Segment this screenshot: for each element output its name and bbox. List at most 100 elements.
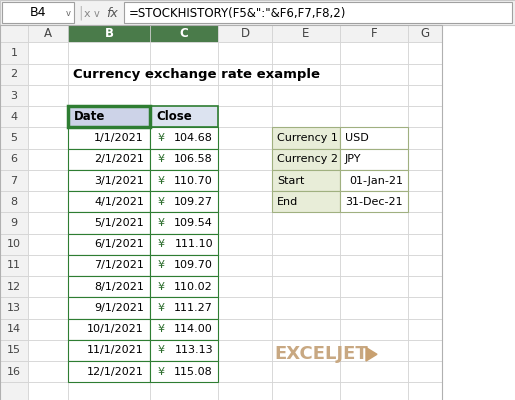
Bar bbox=[340, 170, 408, 191]
Bar bbox=[28, 85, 68, 106]
Bar bbox=[0, 234, 28, 255]
Bar bbox=[2, 2, 74, 23]
Text: 12/1/2021: 12/1/2021 bbox=[87, 367, 144, 377]
Bar bbox=[218, 297, 272, 318]
Bar bbox=[68, 318, 150, 340]
Bar bbox=[68, 106, 150, 128]
Bar bbox=[272, 149, 340, 170]
Text: Close: Close bbox=[156, 110, 192, 123]
Bar bbox=[408, 255, 442, 276]
Bar bbox=[218, 42, 272, 64]
Bar bbox=[218, 149, 272, 170]
Bar bbox=[408, 361, 442, 382]
Bar bbox=[408, 318, 442, 340]
Bar bbox=[272, 128, 340, 149]
Text: 1: 1 bbox=[10, 48, 18, 58]
Text: 6/1/2021: 6/1/2021 bbox=[94, 239, 144, 249]
Bar bbox=[68, 234, 150, 255]
Text: x: x bbox=[84, 8, 91, 18]
Text: 109.70: 109.70 bbox=[174, 260, 213, 270]
Bar bbox=[218, 64, 272, 85]
Bar bbox=[0, 340, 28, 361]
Bar bbox=[28, 128, 68, 149]
Bar bbox=[340, 149, 408, 170]
Bar bbox=[68, 318, 150, 340]
Bar bbox=[340, 191, 408, 212]
Bar bbox=[0, 276, 28, 297]
Text: ¥: ¥ bbox=[158, 367, 165, 377]
Text: 4/1/2021: 4/1/2021 bbox=[94, 197, 144, 207]
Bar bbox=[28, 191, 68, 212]
Text: =STOCKHISTORY(F5&":"&F6,F7,F8,2): =STOCKHISTORY(F5&":"&F6,F7,F8,2) bbox=[129, 7, 347, 20]
Bar bbox=[68, 234, 150, 255]
Text: 7: 7 bbox=[10, 176, 18, 186]
Bar bbox=[150, 25, 218, 42]
Text: 01-Jan-21: 01-Jan-21 bbox=[349, 176, 403, 186]
Bar bbox=[0, 170, 28, 191]
Bar bbox=[0, 42, 28, 64]
Bar bbox=[0, 191, 28, 212]
Bar bbox=[340, 212, 408, 234]
Bar bbox=[68, 106, 150, 128]
Bar bbox=[28, 234, 68, 255]
Text: B: B bbox=[105, 27, 113, 40]
Text: 1/1/2021: 1/1/2021 bbox=[94, 133, 144, 143]
Text: 17: 17 bbox=[7, 388, 21, 398]
Bar bbox=[150, 149, 218, 170]
Bar bbox=[272, 297, 340, 318]
Bar bbox=[272, 234, 340, 255]
Bar bbox=[408, 128, 442, 149]
Text: 31-Dec-21: 31-Dec-21 bbox=[346, 197, 403, 207]
Bar bbox=[0, 255, 28, 276]
Text: v: v bbox=[94, 8, 100, 18]
Bar bbox=[218, 340, 272, 361]
Bar bbox=[408, 382, 442, 400]
Text: 110.02: 110.02 bbox=[174, 282, 213, 292]
Bar bbox=[150, 234, 218, 255]
Bar bbox=[272, 42, 340, 64]
Bar bbox=[150, 382, 218, 400]
Bar bbox=[218, 212, 272, 234]
Bar bbox=[218, 191, 272, 212]
Text: 16: 16 bbox=[7, 367, 21, 377]
Bar bbox=[408, 64, 442, 85]
Bar bbox=[272, 382, 340, 400]
Bar bbox=[150, 255, 218, 276]
Bar bbox=[340, 42, 408, 64]
Text: 6: 6 bbox=[10, 154, 18, 164]
Bar bbox=[68, 255, 150, 276]
Bar bbox=[150, 234, 218, 255]
Bar bbox=[272, 128, 340, 149]
Bar bbox=[272, 106, 340, 128]
Text: ¥: ¥ bbox=[158, 176, 165, 186]
Bar bbox=[150, 297, 218, 318]
Polygon shape bbox=[366, 348, 377, 361]
Bar bbox=[150, 340, 218, 361]
Bar bbox=[0, 361, 28, 382]
Bar bbox=[68, 340, 150, 361]
Text: |: | bbox=[78, 5, 82, 20]
Text: Currency exchange rate example: Currency exchange rate example bbox=[73, 68, 320, 81]
Bar bbox=[150, 170, 218, 191]
Text: 113.13: 113.13 bbox=[175, 346, 213, 356]
Text: 11: 11 bbox=[7, 260, 21, 270]
Bar bbox=[150, 318, 218, 340]
Bar bbox=[68, 106, 150, 128]
Text: G: G bbox=[420, 27, 430, 40]
Bar bbox=[28, 318, 68, 340]
Text: 3: 3 bbox=[10, 90, 18, 100]
Bar bbox=[28, 106, 68, 128]
Bar bbox=[0, 212, 28, 234]
Text: Date: Date bbox=[74, 110, 106, 123]
Bar bbox=[218, 234, 272, 255]
Text: 109.54: 109.54 bbox=[174, 218, 213, 228]
Bar bbox=[218, 170, 272, 191]
Text: 5/1/2021: 5/1/2021 bbox=[94, 218, 144, 228]
Bar bbox=[28, 170, 68, 191]
Bar bbox=[272, 318, 340, 340]
Bar bbox=[150, 170, 218, 191]
Bar bbox=[124, 2, 512, 23]
Bar bbox=[408, 42, 442, 64]
Text: 104.68: 104.68 bbox=[174, 133, 213, 143]
Bar bbox=[340, 85, 408, 106]
